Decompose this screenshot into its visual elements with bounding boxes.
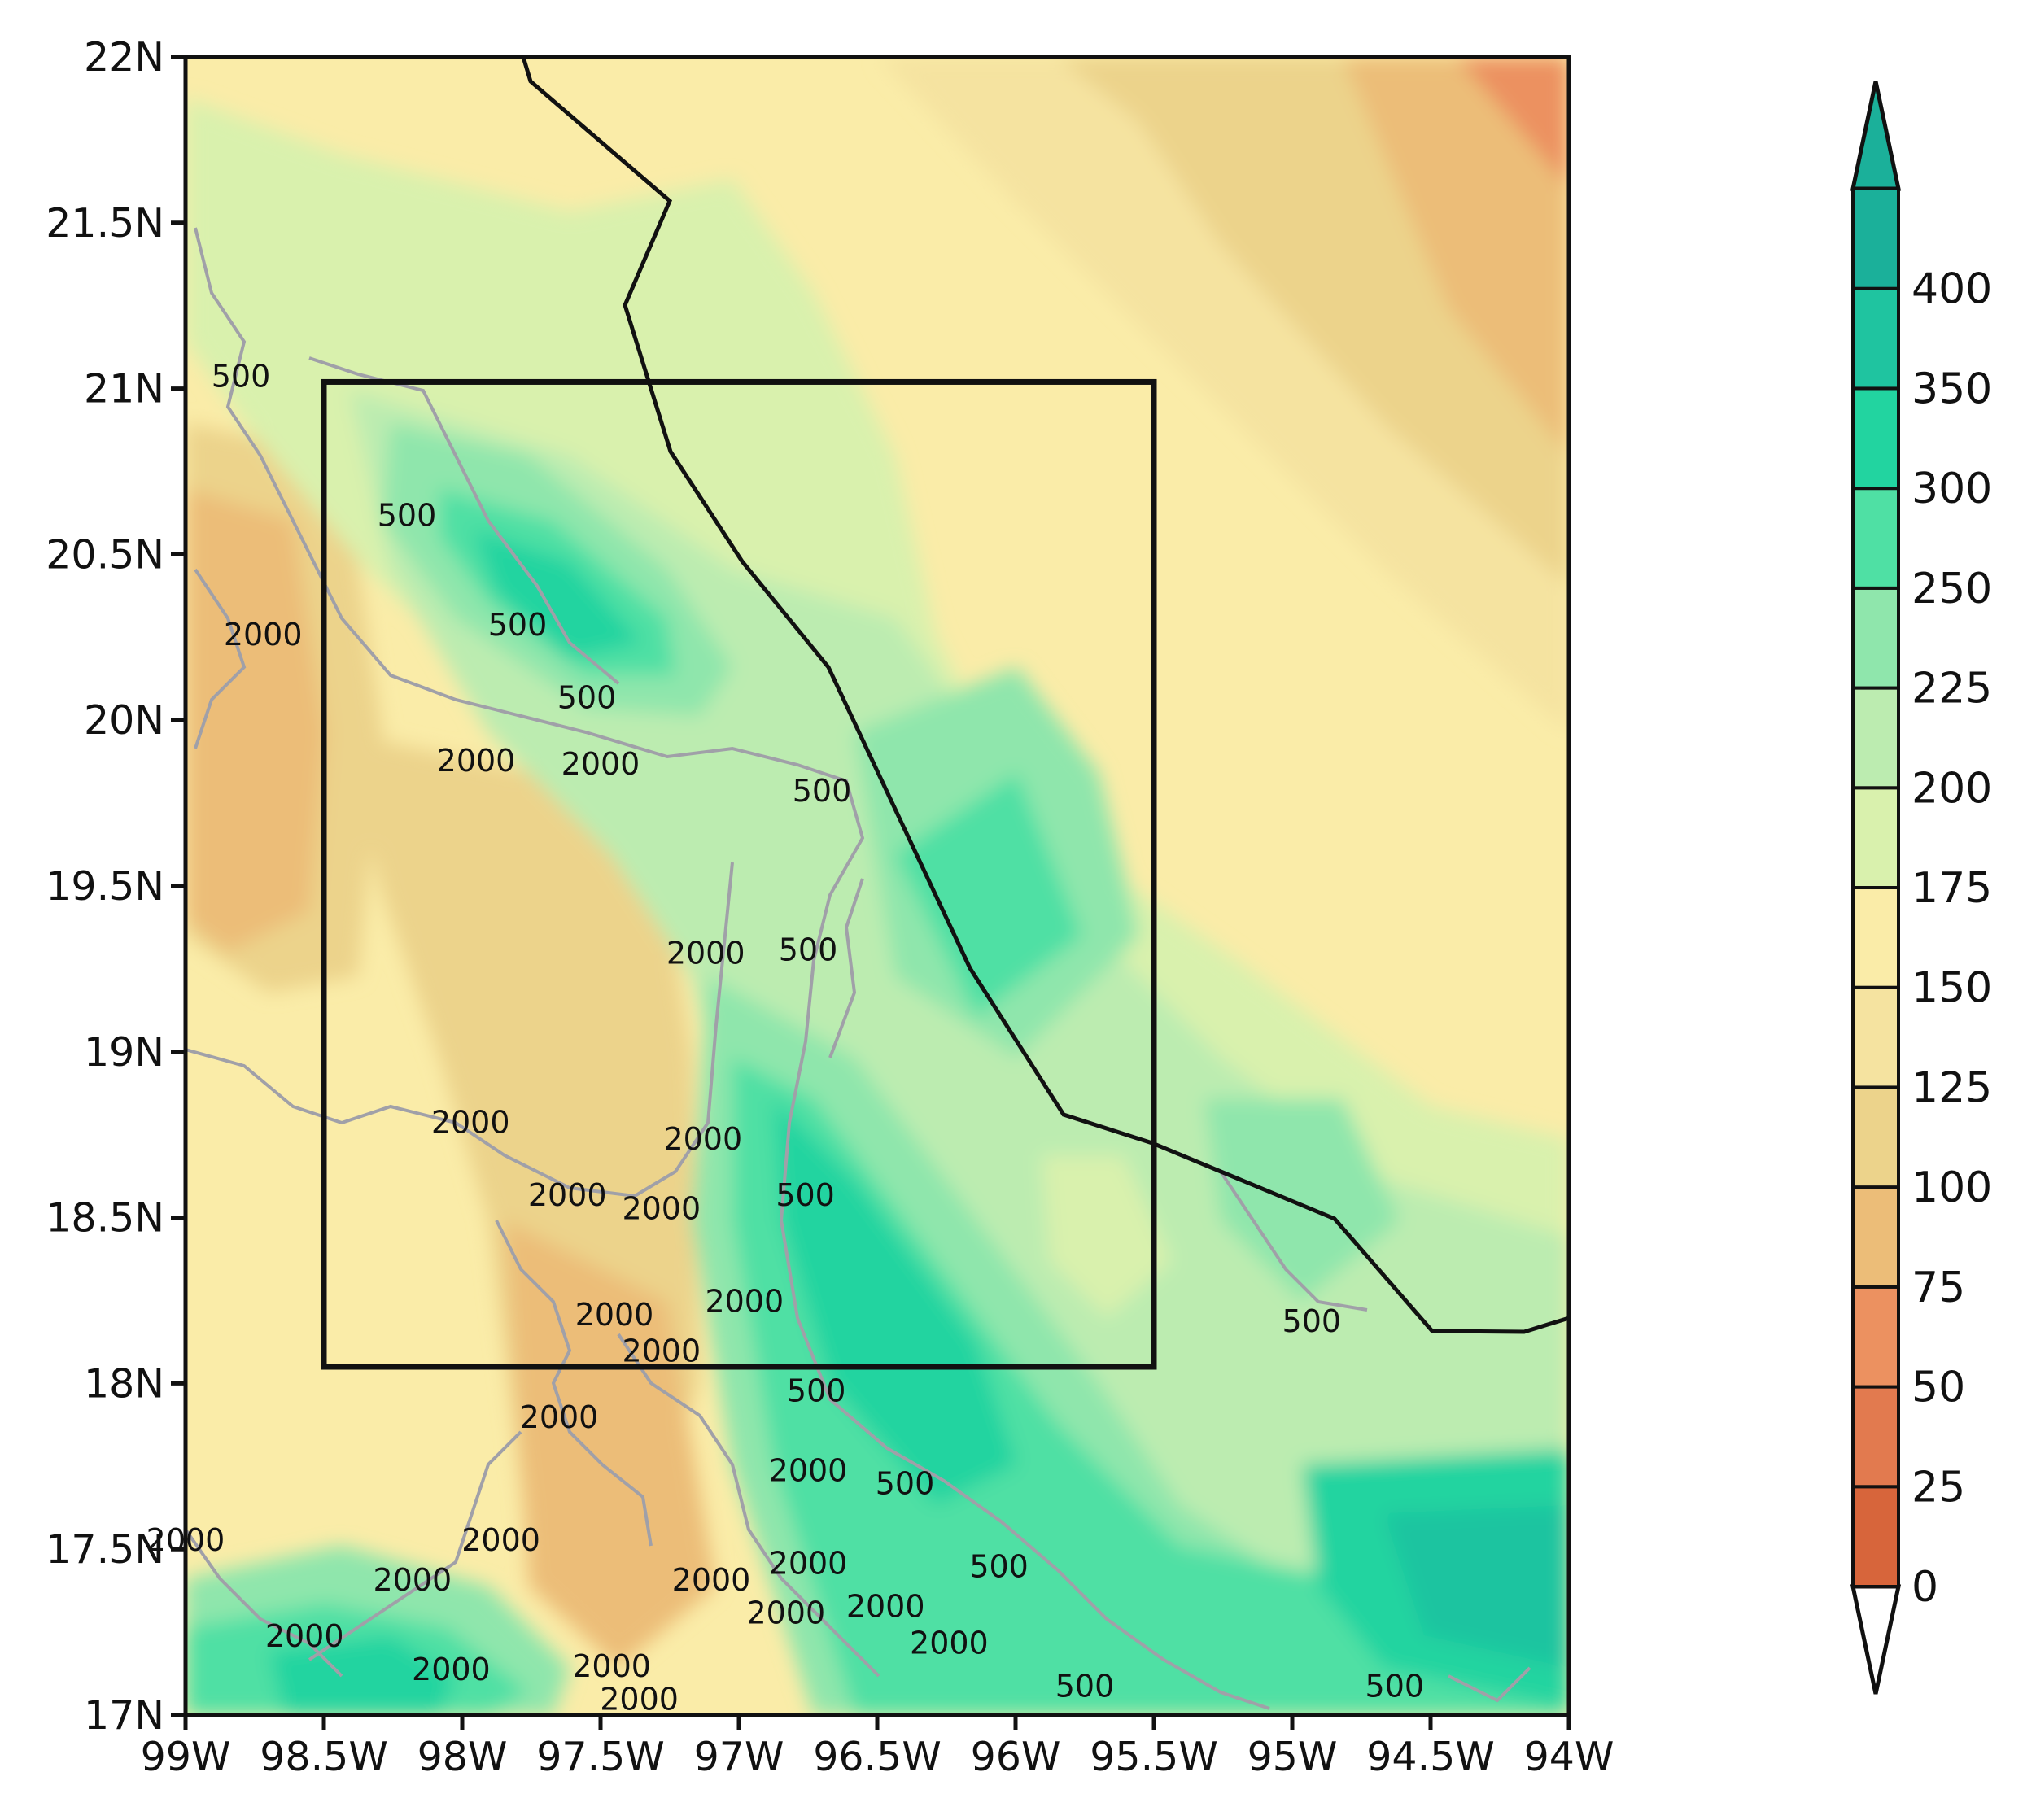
contour-label: 2000 [672,1562,751,1598]
colorbar-swatch [1851,886,1900,989]
contour-label: 2000 [572,1648,651,1684]
colorbar-tick-label: 75 [1911,1264,1965,1312]
colorbar-over-arrow [1850,81,1902,191]
contour-label: 2000 [437,743,516,779]
colorbar-tick-label: 0 [1911,1563,1938,1612]
lat-tick-label: 21N [84,366,164,412]
contour-label: 2000 [412,1652,491,1687]
contour-label: 2000 [910,1625,989,1661]
colorbar-tick-label: 150 [1911,964,1992,1013]
colorbar-tick-label: 400 [1911,265,1992,314]
contour-label: 500 [1055,1668,1115,1704]
lon-tick-label: 94W [1524,1734,1614,1780]
shaded-field [186,57,1569,1715]
lat-tick-label: 20N [84,697,164,744]
colorbar-swatch [1851,1185,1900,1289]
colorbar-swatch [1851,286,1900,391]
colorbar: 0 25 50 75 100 125 150 175 200 225 250 300 350 400 [1850,81,1992,1695]
colorbar-tick-label: 300 [1911,465,1992,513]
contour-label: 2000 [622,1333,701,1369]
colorbar-swatch [1851,1385,1900,1489]
latitude-axis: 22N 21.5N 21N 20.5N 20N 19.5N 19N 18.5N 18N 17.5N… [46,34,186,1739]
study-domain-box [321,378,1157,1370]
contour-label: 2000 [431,1104,510,1140]
contour-label: 500 [779,932,838,967]
contour-label: 2000 [705,1284,784,1320]
lat-tick-label: 21.5N [46,200,164,247]
contour-label: 2000 [769,1546,848,1582]
colorbar-tick-label: 200 [1911,764,1992,813]
lat-tick-label: 19N [84,1029,164,1076]
contour-label: 500 [378,497,437,533]
lon-tick-label: 94.5W [1366,1734,1495,1780]
colorbar-tick-label: 225 [1911,665,1992,714]
contour-label: 2000 [265,1618,344,1654]
longitude-axis: 99W 98.5W 98W 97.5W 97W 96.5W 96W 95.5W 95W 94.5W… [141,1715,1614,1780]
contour-label: 500 [969,1549,1029,1585]
lat-tick-label: 18N [84,1360,164,1407]
contour-label: 2000 [520,1399,599,1435]
contour-label: 2000 [146,1522,225,1558]
colorbar-tick-label: 175 [1911,864,1992,913]
contour-label: 500 [876,1466,935,1502]
colorbar-swatch [1851,187,1900,290]
colorbar-swatch [1851,1485,1900,1589]
colorbar-swatch [1851,586,1900,690]
colorbar-under-arrow [1850,1584,1902,1695]
colorbar-swatch [1851,386,1900,491]
contour-label: 2000 [666,936,745,971]
lon-tick-label: 96.5W [813,1734,942,1780]
lon-tick-label: 97.5W [536,1734,665,1780]
contour-label: 2000 [575,1297,654,1333]
contour-label: 500 [776,1177,835,1213]
lat-tick-label: 20.5N [46,531,164,578]
contour-label: 2000 [373,1562,452,1598]
lat-tick-label: 22N [84,34,164,81]
lat-tick-label: 19.5N [46,863,164,910]
colorbar-tick-label: 100 [1911,1163,1992,1212]
lon-tick-label: 96W [971,1734,1061,1780]
contour-label: 2000 [600,1682,679,1717]
contour-label: 500 [212,358,271,394]
lon-tick-label: 98W [417,1734,508,1780]
contour-label: 2000 [561,746,640,782]
contour-label: 2000 [663,1121,742,1157]
lon-tick-label: 97W [694,1734,784,1780]
colorbar-swatch [1851,487,1900,590]
contour-label: 500 [787,1373,846,1409]
contour-label: 500 [557,680,617,716]
colorbar-swatch [1851,1085,1900,1189]
colorbar-swatch [1851,985,1900,1089]
colorbar-swatch [1851,786,1900,889]
colorbar-tick-label: 125 [1911,1063,1992,1112]
lat-tick-label: 17.5N [46,1526,164,1573]
lon-tick-label: 95.5W [1090,1734,1218,1780]
lon-tick-label: 99W [141,1734,231,1780]
contour-label: 2000 [224,617,303,652]
lat-tick-label: 17N [84,1692,164,1739]
coastline [521,57,1569,1334]
contour-label: 2000 [769,1452,848,1488]
lon-tick-label: 98.5W [260,1734,388,1780]
contour-label: 2000 [846,1588,925,1624]
contour-label: 2000 [461,1522,540,1558]
contour-label: 500 [488,607,548,643]
lat-tick-label: 18.5N [46,1195,164,1242]
contour-label: 2000 [622,1190,701,1226]
contour-label: 2000 [528,1177,607,1213]
lon-tick-label: 95W [1247,1734,1338,1780]
colorbar-swatch [1851,686,1900,790]
contour-label: 500 [793,773,852,809]
colorbar-tick-label: 350 [1911,364,1992,413]
terrain-contours [186,227,1531,1710]
contour-label: 2000 [746,1595,825,1631]
colorbar-swatch [1851,1285,1900,1389]
colorbar-tick-label: 25 [1911,1463,1965,1512]
contour-label: 500 [1282,1303,1342,1339]
contour-label: 500 [1365,1668,1425,1704]
colorbar-tick-label: 250 [1911,565,1992,613]
colorbar-tick-label: 50 [1911,1364,1965,1412]
